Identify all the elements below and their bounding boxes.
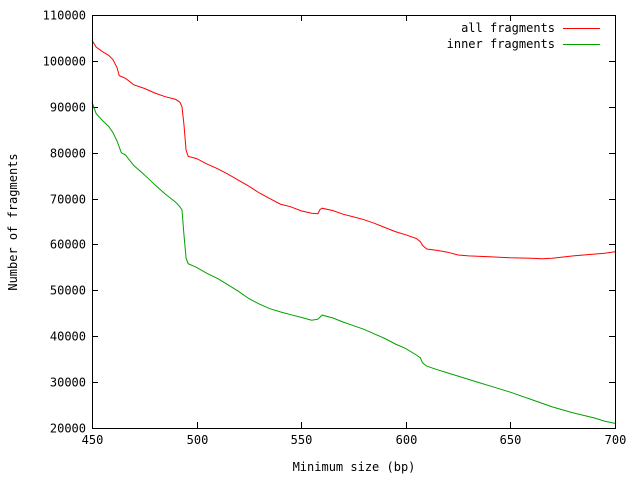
- x-tick-label: 450: [82, 433, 104, 447]
- y-tick-label: 100000: [43, 55, 86, 69]
- series-line-inner-fragments: [91, 102, 616, 424]
- y-tick-label: 30000: [50, 376, 86, 390]
- plot-area: [91, 39, 616, 424]
- x-tick-label: 650: [500, 433, 522, 447]
- y-axis-label: Number of fragments: [6, 153, 20, 290]
- y-tick-label: 20000: [50, 422, 86, 436]
- x-tick-label: 550: [291, 433, 313, 447]
- x-axis: 450 500 550 600 650 700: [82, 15, 627, 447]
- y-tick-label: 110000: [43, 9, 86, 23]
- x-tick-label: 600: [396, 433, 418, 447]
- y-tick-label: 90000: [50, 101, 86, 115]
- y-tick-label: 50000: [50, 284, 86, 298]
- series-line-all-fragments: [91, 39, 616, 260]
- y-tick-label: 40000: [50, 330, 86, 344]
- y-axis: 20000 30000 40000 50000 60000 70000 80000 90000…: [43, 9, 615, 436]
- plot-frame: [92, 15, 616, 429]
- legend-label: inner fragments: [447, 37, 555, 51]
- y-tick-label: 70000: [50, 193, 86, 207]
- y-tick-label: 80000: [50, 147, 86, 161]
- y-tick-label: 60000: [50, 238, 86, 252]
- legend: all fragments inner fragments: [447, 21, 600, 51]
- x-axis-label: Minimum size (bp): [293, 460, 416, 474]
- x-tick-label: 500: [187, 433, 209, 447]
- x-tick-label: 700: [605, 433, 627, 447]
- legend-label: all fragments: [461, 21, 555, 35]
